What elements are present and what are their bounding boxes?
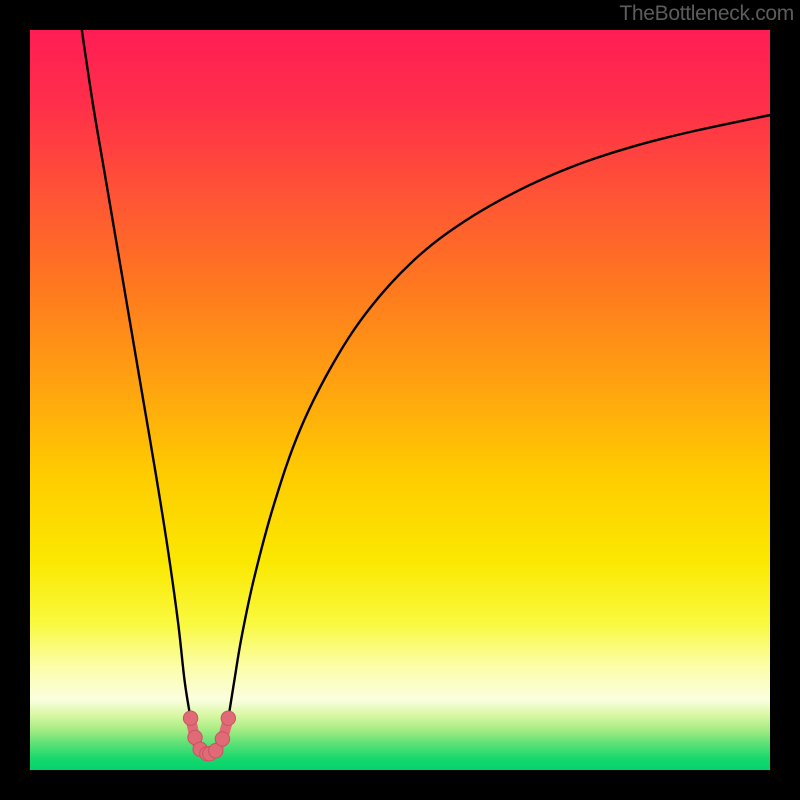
valley-marker-6 <box>215 732 229 746</box>
curves-svg <box>30 30 770 770</box>
plot-frame <box>30 30 770 770</box>
right-curve <box>228 115 770 718</box>
left-curve <box>82 30 191 718</box>
valley-marker-7 <box>221 711 235 725</box>
attribution-text: TheBottleneck.com <box>619 2 794 26</box>
valley-marker-0 <box>183 711 197 725</box>
